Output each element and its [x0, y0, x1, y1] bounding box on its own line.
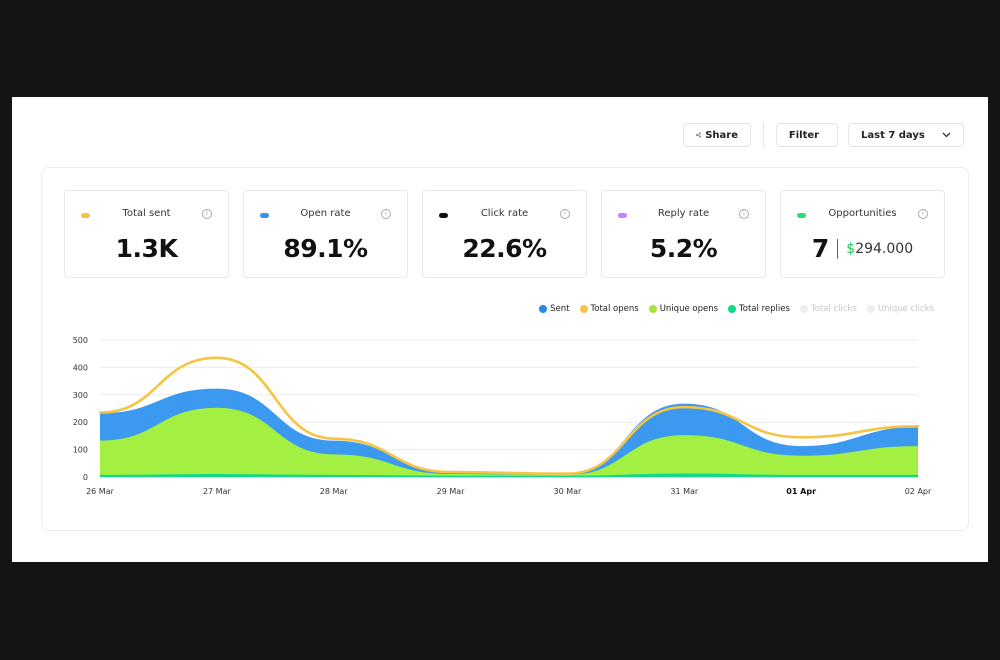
info-icon[interactable]: i [918, 209, 928, 219]
x-tick-label: 27 Mar [203, 487, 232, 496]
legend-item-unique-clicks[interactable]: Unique clicks [866, 304, 934, 314]
legend-label: Total opens [590, 304, 639, 314]
toolbar: Share Filter Last 7 days [683, 122, 964, 148]
legend-swatch [866, 305, 875, 313]
kpi-value: 1.3K [115, 234, 178, 263]
series-edge-unique-opens [99, 407, 919, 477]
kpi-value: 5.2% [649, 234, 718, 263]
legend-label: Sent [550, 304, 570, 314]
legend-item-total-replies[interactable]: Total replies [728, 304, 790, 314]
legend-item-unique-opens[interactable]: Unique opens [648, 304, 719, 314]
chevron-down-icon [942, 132, 951, 138]
y-tick-label: 200 [73, 418, 88, 427]
x-tick-label: 31 Mar [670, 487, 699, 496]
kpi-value-group: 7 $294.000 [781, 234, 944, 263]
filter-label: Filter [788, 129, 820, 141]
kpi-total-sent[interactable]: Total sent i 1.3K [64, 190, 229, 278]
currency-symbol: $ [846, 240, 856, 257]
info-icon[interactable]: i [202, 209, 212, 219]
legend-item-total-clicks[interactable]: Total clicks [799, 304, 857, 314]
kpi-row: Total sent i 1.3K Open rate i 89.1% Clic… [64, 190, 945, 278]
series-area-unique-opens [100, 408, 918, 477]
kpi-value: 22.6% [462, 234, 547, 263]
kpi-click-rate[interactable]: Click rate i 22.6% [422, 190, 587, 278]
kpi-open-rate[interactable]: Open rate i 89.1% [243, 190, 408, 278]
amount-value: 294.000 [855, 240, 914, 257]
legend-label: Unique opens [659, 304, 719, 314]
series-edge-total-replies [99, 473, 918, 478]
legend-item-total-opens[interactable]: Total opens [579, 304, 639, 314]
kpi-label: Reply rate [657, 208, 710, 219]
kpi-color-dot [797, 213, 806, 218]
kpi-value: 7 [811, 234, 830, 263]
x-tick-label: 28 Mar [320, 487, 349, 496]
info-icon[interactable]: i [560, 209, 570, 219]
analytics-card: Total sent i 1.3K Open rate i 89.1% Clic… [41, 167, 969, 531]
kpi-color-dot [439, 213, 448, 218]
legend-label: Total clicks [810, 304, 857, 314]
x-tick-label: 29 Mar [437, 487, 466, 496]
x-tick-label: 26 Mar [86, 487, 115, 496]
legend-swatch [799, 305, 808, 313]
info-icon[interactable]: i [381, 209, 391, 219]
share-icon [696, 132, 702, 138]
legend-swatch [728, 305, 737, 313]
y-tick-label: 500 [73, 336, 88, 345]
kpi-reply-rate[interactable]: Reply rate i 5.2% [601, 190, 766, 278]
area-chart: 0 100 200 300 400 500 26 Mar 27 Mar 28 Mar 29 Mar… [73, 336, 932, 496]
chart-legend: Sent Total opens Unique opens Total repl… [539, 304, 934, 314]
share-label: Share [705, 129, 738, 141]
value-divider [837, 238, 839, 259]
y-tick-label: 0 [83, 473, 88, 482]
kpi-color-dot [618, 213, 627, 218]
filter-button[interactable]: Filter [776, 123, 838, 147]
x-tick-label: 30 Mar [554, 487, 583, 496]
kpi-label: Total sent [122, 208, 171, 219]
legend-swatch [579, 305, 588, 313]
kpi-color-dot [81, 213, 90, 218]
x-tick-label: 02 Apr [905, 487, 932, 496]
legend-label: Unique clicks [877, 304, 934, 314]
dashboard-panel: Share Filter Last 7 days Total sent i 1.… [12, 97, 988, 562]
kpi-label: Open rate [300, 208, 351, 219]
y-tick-label: 300 [73, 391, 88, 400]
kpi-opportunities[interactable]: Opportunities i 7 $294.000 [780, 190, 945, 278]
legend-swatch [648, 305, 657, 313]
kpi-label: Click rate [480, 208, 529, 219]
date-range-select[interactable]: Last 7 days [848, 123, 964, 147]
legend-label: Total replies [739, 304, 790, 314]
info-icon[interactable]: i [739, 209, 749, 219]
opportunity-amount: $294.000 [846, 241, 913, 257]
x-tick-label: 01 Apr [786, 487, 816, 496]
legend-item-sent[interactable]: Sent [539, 304, 570, 314]
legend-swatch [539, 305, 548, 313]
kpi-label: Opportunities [828, 208, 897, 219]
toolbar-divider [763, 122, 764, 148]
date-range-label: Last 7 days [861, 129, 925, 141]
kpi-value: 89.1% [283, 234, 368, 263]
y-tick-label: 400 [73, 363, 88, 372]
y-tick-label: 100 [73, 446, 88, 455]
kpi-color-dot [260, 213, 269, 218]
series-line-total-opens [98, 356, 920, 476]
share-button[interactable]: Share [683, 123, 751, 147]
